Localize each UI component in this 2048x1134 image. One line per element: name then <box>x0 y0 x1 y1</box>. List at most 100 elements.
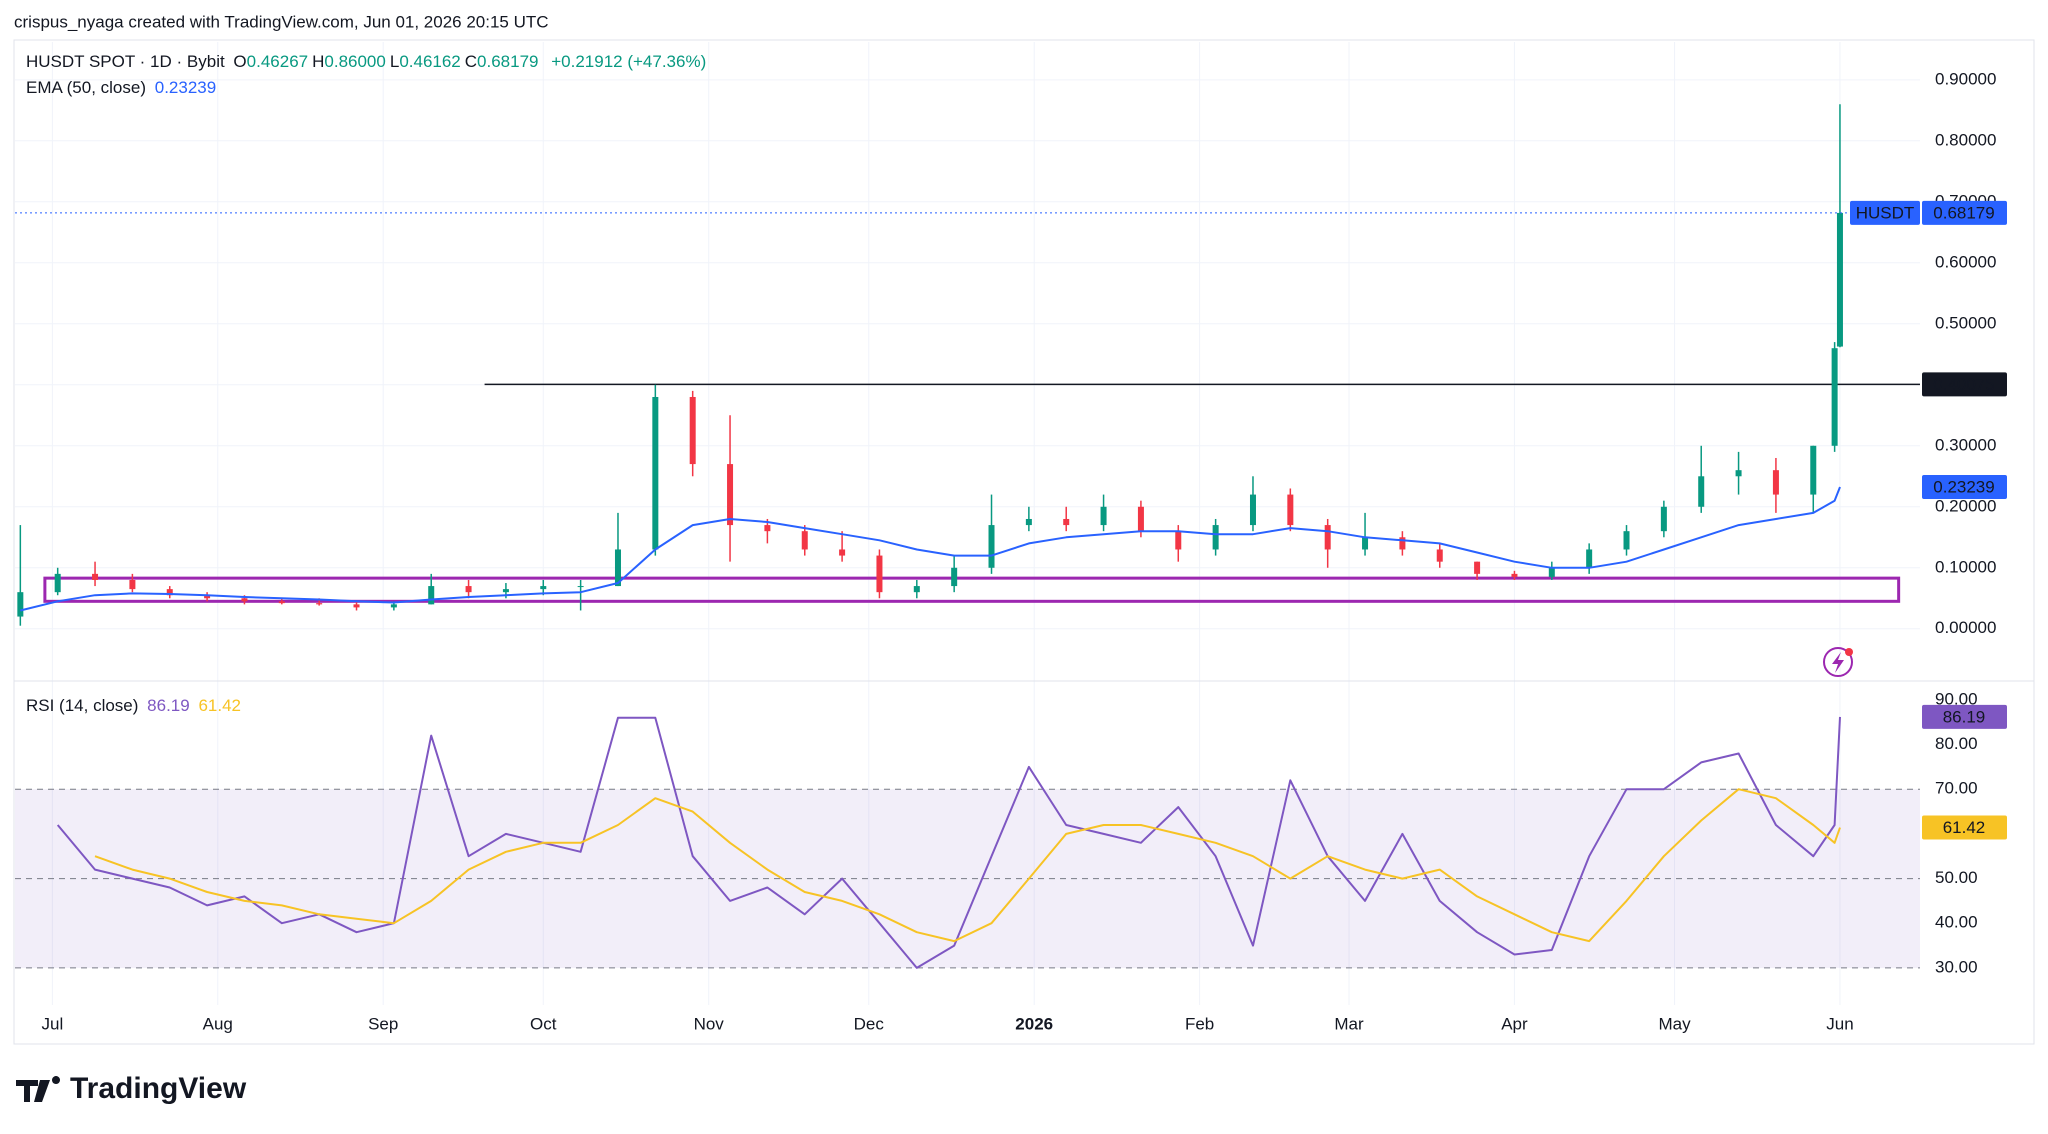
change: +0.21912 (+47.36%) <box>551 52 707 71</box>
y-tick-label: 80.00 <box>1935 734 1978 753</box>
value-tag-bg <box>1922 815 2007 840</box>
pane: 0.000000.100000.200000.300000.400000.500… <box>15 69 1996 637</box>
candle-body <box>1810 445 1817 495</box>
candle-body <box>839 549 846 556</box>
candle-body <box>1511 573 1518 577</box>
logo: TradingView <box>16 1072 247 1105</box>
candle-body <box>764 525 771 532</box>
candle-body <box>1772 470 1779 495</box>
candle-body <box>988 525 995 568</box>
logo-mark <box>16 1076 60 1102</box>
symbol: HUSDT SPOT · 1D · Bybit <box>26 52 225 71</box>
rsi-legend: RSI (14, close) 86.19 61.42 <box>26 696 245 716</box>
x-tick-label: Oct <box>530 1014 557 1033</box>
y-tick-label: 50.00 <box>1935 868 1978 887</box>
candle-body <box>241 598 248 602</box>
candle-body <box>1623 531 1630 550</box>
rsi-title: RSI (14, close) <box>26 696 139 715</box>
value-tag: 61.42 <box>1943 818 1986 837</box>
candle-body <box>1175 531 1182 550</box>
candle-body <box>652 396 659 550</box>
rsi-ma-value: 61.42 <box>198 696 241 715</box>
x-tick-label: Mar <box>1334 1014 1364 1033</box>
ohlc-value: 0.46267 <box>246 52 309 71</box>
candle-body <box>1212 525 1219 550</box>
x-tick-label: Jun <box>1826 1014 1853 1033</box>
pane: 30.0040.0050.0060.0070.0080.0090.00JulAu… <box>15 689 1978 1033</box>
candle-body <box>1063 518 1070 526</box>
ohlc-value: 0.68179 <box>477 52 539 71</box>
candle-body <box>540 586 547 590</box>
x-tick-label: Jul <box>41 1014 63 1033</box>
x-tick-label: Apr <box>1501 1014 1528 1033</box>
candle-body <box>465 586 472 593</box>
chart-frame <box>13 39 2035 1045</box>
ohlc-value: 0.86000 <box>324 52 386 71</box>
x-tick-label: Feb <box>1185 1014 1214 1033</box>
value-tag-bg <box>1922 475 2007 500</box>
series-line <box>20 486 1841 612</box>
value-tag: 0.23239 <box>1933 478 1994 497</box>
ohlc-key: O <box>233 52 247 71</box>
candle-body <box>428 586 435 605</box>
candle-body <box>1287 494 1294 526</box>
candle-body <box>1249 494 1256 526</box>
x-tick-label: May <box>1658 1014 1691 1033</box>
price-legend: HUSDT SPOT · 1D · Bybit O0.46267 H0.86000… <box>26 52 710 72</box>
candle-body <box>1548 567 1555 577</box>
candle-body <box>1362 537 1369 550</box>
ema-value: 0.23239 <box>154 78 217 97</box>
candle-body <box>17 592 24 617</box>
x-tick-label: 2026 <box>1015 1014 1053 1033</box>
candle-body <box>204 595 211 599</box>
ohlc-value: 0.46162 <box>399 52 461 71</box>
candle-body <box>689 396 696 465</box>
hline-tag: 0.40075 <box>1933 375 1994 394</box>
candle-body <box>92 573 99 580</box>
ohlc: O0.46267 H0.86000 L0.46162 C0.68179 <box>233 52 542 71</box>
x-tick-label: Nov <box>694 1014 725 1033</box>
candle-body <box>1586 549 1593 568</box>
candle-body <box>54 573 61 593</box>
candle-body <box>1324 525 1331 550</box>
ohlc-key: C <box>464 52 478 71</box>
series-line <box>56 716 1841 969</box>
ema-name: EMA (50, close) <box>26 78 146 97</box>
y-tick-label: 90.00 <box>1935 689 1978 708</box>
price-tag-bg <box>1922 200 2007 225</box>
x-tick-label: Sep <box>368 1014 398 1033</box>
candle-body <box>727 464 734 526</box>
ema-legend: EMA (50, close) 0.23239 <box>26 78 220 98</box>
x-tick-label: Dec <box>854 1014 885 1033</box>
candle-body <box>1025 518 1032 526</box>
candle-body <box>390 604 397 608</box>
candle-body <box>129 579 136 590</box>
candle-body <box>1836 212 1843 347</box>
candle-body <box>1100 506 1107 526</box>
candle-body <box>577 586 584 588</box>
y-tick-label: 0.30000 <box>1935 435 1996 454</box>
candle-body <box>1436 549 1443 562</box>
y-tick-label: 0.20000 <box>1935 496 1996 515</box>
candle-body <box>801 531 808 550</box>
candle-body <box>166 589 173 596</box>
price-tag: 0.68179 <box>1933 203 1994 222</box>
value-tag: 86.19 <box>1943 707 1986 726</box>
price-tag-name: HUSDT <box>1856 203 1915 222</box>
price-tag-bg <box>1850 200 1920 225</box>
alert-icon[interactable] <box>1823 647 1853 677</box>
candle-body <box>951 567 958 587</box>
attribution: crispus_nyaga created with TradingView.c… <box>14 12 549 31</box>
candle-body <box>278 601 285 604</box>
candle-body <box>1698 476 1705 507</box>
ohlc-key: H <box>312 52 325 71</box>
y-tick-label: 0.00000 <box>1935 618 1996 637</box>
candle-body <box>1399 537 1406 550</box>
hline-tag-bg <box>1922 372 2007 397</box>
range-box <box>43 576 1901 603</box>
brand: TradingView <box>70 1072 247 1105</box>
candle-body <box>1660 506 1667 532</box>
y-tick-label: 0.90000 <box>1935 69 1996 88</box>
